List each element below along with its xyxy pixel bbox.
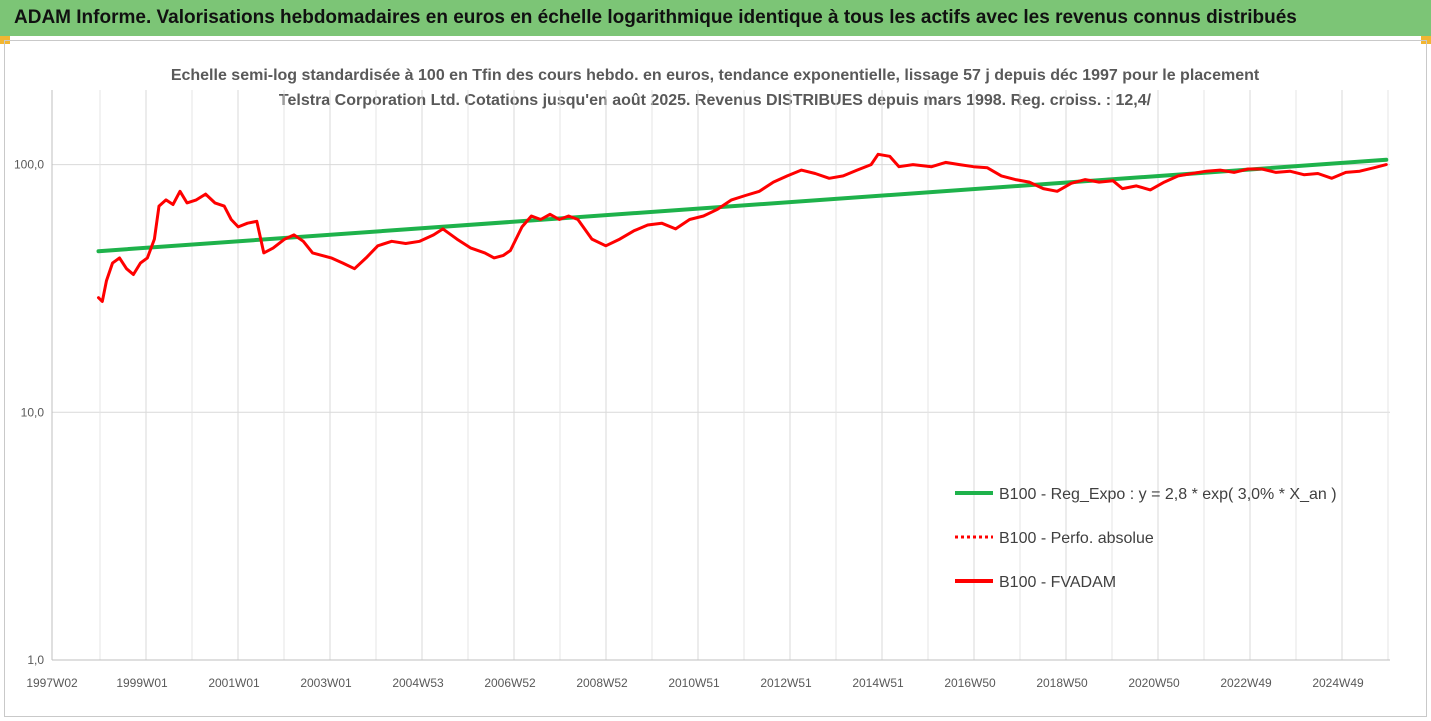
x-tick-label: 2018W50 (1036, 676, 1088, 690)
legend-label: B100 - FVADAM (999, 574, 1116, 591)
y-axis: 1,0 10,0 100,0 (14, 90, 53, 667)
y-tick-label: 1,0 (27, 653, 44, 667)
x-tick-label: 2024W49 (1312, 676, 1364, 690)
x-tick-label: 2004W53 (392, 676, 444, 690)
series-layer (96, 152, 1389, 303)
chart-frame (4, 40, 1427, 717)
x-tick-label: 2022W49 (1220, 676, 1272, 690)
x-tick-label: 1999W01 (116, 676, 168, 690)
x-tick-label: 2012W51 (760, 676, 812, 690)
y-tick-label: 10,0 (21, 405, 45, 419)
report-banner: ADAM Informe. Valorisations hebdomadaire… (0, 0, 1431, 36)
x-tick-label: 2008W52 (576, 676, 628, 690)
legend-label: B100 - Perfo. absolue (999, 530, 1154, 547)
x-tick-label: 2020W50 (1128, 676, 1180, 690)
x-tick-label: 2014W51 (852, 676, 904, 690)
legend: B100 - Reg_Expo : y = 2,8 * exp( 3,0% * … (955, 486, 1337, 591)
x-tick-label: 1997W02 (26, 676, 78, 690)
x-axis: 1997W02 1999W01 2001W01 2003W01 2004W53 2006W… (26, 659, 1390, 690)
series-line-regression (96, 157, 1389, 254)
x-tick-label: 2003W01 (300, 676, 352, 690)
x-tick-label: 2006W52 (484, 676, 536, 690)
grid-lines (52, 90, 1390, 660)
y-tick-label: 100,0 (14, 158, 44, 172)
legend-label: B100 - Reg_Expo : y = 2,8 * exp( 3,0% * … (999, 486, 1337, 503)
chart-title: Echelle semi-log standardisée à 100 en T… (170, 67, 1260, 109)
x-tick-label: 2016W50 (944, 676, 996, 690)
x-tick-label: 2010W51 (668, 676, 720, 690)
report-title: ADAM Informe. Valorisations hebdomadaire… (14, 7, 1297, 28)
x-tick-label: 2001W01 (208, 676, 260, 690)
series-line-fvadam (97, 152, 1388, 303)
